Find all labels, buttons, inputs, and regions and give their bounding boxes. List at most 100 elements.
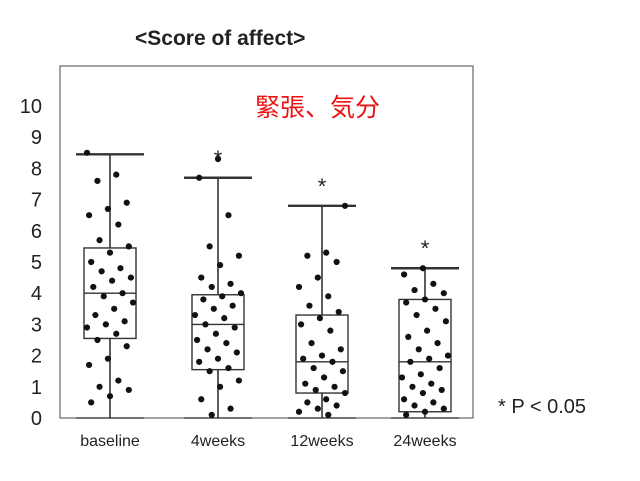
- data-point-4weeks: [198, 396, 205, 403]
- x-tick-label-24weeks: 24weeks: [393, 433, 456, 450]
- data-point-baseline: [129, 299, 137, 306]
- data-point-24weeks: [405, 333, 412, 340]
- data-point-baseline: [83, 149, 91, 156]
- data-point-baseline: [115, 221, 122, 228]
- data-point-12weeks: [323, 249, 330, 256]
- data-point-baseline: [115, 377, 122, 384]
- data-point-baseline: [113, 330, 120, 337]
- data-point-24weeks: [415, 346, 422, 353]
- data-point-12weeks: [333, 258, 340, 266]
- data-point-baseline: [104, 355, 112, 362]
- data-point-baseline: [108, 277, 116, 284]
- data-point-24weeks: [440, 405, 447, 412]
- data-point-12weeks: [333, 402, 340, 409]
- data-point-4weeks: [208, 283, 215, 291]
- data-point-baseline: [88, 258, 95, 266]
- data-point-baseline: [119, 290, 126, 297]
- data-point-12weeks: [320, 374, 328, 381]
- data-point-24weeks: [398, 374, 406, 381]
- data-point-12weeks: [295, 408, 303, 415]
- data-point-12weeks: [341, 389, 349, 397]
- data-point-baseline: [100, 293, 107, 300]
- data-point-12weeks: [329, 358, 336, 365]
- data-point-4weeks: [229, 302, 236, 309]
- x-tick-label-4weeks: 4weeks: [191, 433, 245, 450]
- y-tick-label-5: 5: [31, 252, 42, 274]
- data-point-baseline: [83, 324, 91, 331]
- data-point-24weeks: [411, 402, 418, 409]
- data-point-12weeks: [331, 383, 338, 390]
- y-tick-label-0: 0: [31, 408, 42, 430]
- data-point-baseline: [125, 243, 132, 250]
- y-axis: 0 1 2 3 4 5 6 7 8 9 10: [20, 96, 42, 430]
- data-point-4weeks: [221, 315, 228, 322]
- plot-marks: * * *: [76, 146, 459, 419]
- data-point-12weeks: [300, 355, 307, 362]
- data-point-12weeks: [314, 274, 321, 281]
- x-axis: baseline 4weeks 12weeks 24weeks: [80, 433, 456, 450]
- data-point-12weeks: [318, 352, 326, 359]
- data-point-baseline: [125, 386, 132, 394]
- data-point-24weeks: [419, 389, 427, 397]
- data-point-4weeks: [214, 155, 222, 163]
- data-point-12weeks: [312, 386, 319, 394]
- data-point-4weeks: [216, 383, 224, 390]
- data-point-baseline: [123, 199, 130, 206]
- data-point-12weeks: [339, 368, 347, 375]
- data-point-24weeks: [421, 408, 429, 415]
- data-point-24weeks: [413, 311, 420, 319]
- data-point-12weeks: [302, 380, 309, 387]
- data-point-baseline: [90, 283, 97, 291]
- data-point-24weeks: [444, 352, 452, 359]
- data-point-24weeks: [407, 358, 414, 365]
- data-point-24weeks: [419, 265, 427, 272]
- data-point-baseline: [106, 249, 114, 256]
- data-point-12weeks: [306, 302, 313, 309]
- data-point-baseline: [113, 171, 120, 178]
- data-point-4weeks: [212, 330, 220, 337]
- data-point-12weeks: [325, 293, 332, 300]
- data-point-4weeks: [206, 243, 213, 250]
- data-point-12weeks: [295, 283, 303, 291]
- data-point-4weeks: [219, 293, 226, 300]
- data-point-4weeks: [208, 411, 215, 418]
- data-point-24weeks: [432, 305, 439, 312]
- data-point-12weeks: [327, 327, 334, 334]
- data-point-4weeks: [225, 364, 232, 372]
- data-point-4weeks: [231, 324, 238, 331]
- x-tick-label-12weeks: 12weeks: [290, 433, 353, 450]
- data-point-baseline: [102, 321, 109, 328]
- data-point-baseline: [88, 399, 95, 406]
- data-point-24weeks: [417, 371, 424, 378]
- data-point-4weeks: [237, 290, 245, 297]
- data-point-24weeks: [436, 364, 443, 372]
- data-point-4weeks: [235, 377, 243, 384]
- data-point-baseline: [96, 383, 103, 390]
- y-tick-label-4: 4: [31, 283, 42, 305]
- data-point-4weeks: [202, 321, 209, 328]
- significance-star-24weeks: *: [421, 236, 430, 261]
- data-point-24weeks: [409, 383, 416, 390]
- data-point-12weeks: [341, 202, 349, 209]
- data-point-4weeks: [233, 349, 240, 356]
- plot-area-frame: [59, 65, 474, 419]
- data-point-24weeks: [428, 380, 435, 387]
- data-point-24weeks: [421, 296, 429, 303]
- significance-footnote: * P < 0.05: [498, 396, 586, 418]
- data-point-24weeks: [423, 327, 431, 334]
- data-point-baseline: [106, 393, 114, 400]
- data-point-4weeks: [227, 405, 234, 412]
- data-point-baseline: [121, 318, 128, 325]
- data-point-4weeks: [214, 355, 222, 362]
- data-point-baseline: [123, 343, 130, 350]
- data-point-4weeks: [235, 252, 243, 259]
- data-point-baseline: [111, 305, 118, 312]
- data-point-24weeks: [438, 386, 445, 394]
- data-point-4weeks: [198, 274, 205, 281]
- data-point-baseline: [92, 311, 99, 319]
- significance-star-4weeks: *: [214, 146, 223, 171]
- data-point-12weeks: [325, 411, 332, 418]
- data-point-12weeks: [323, 396, 330, 403]
- box-group-24weeks: *: [391, 236, 459, 419]
